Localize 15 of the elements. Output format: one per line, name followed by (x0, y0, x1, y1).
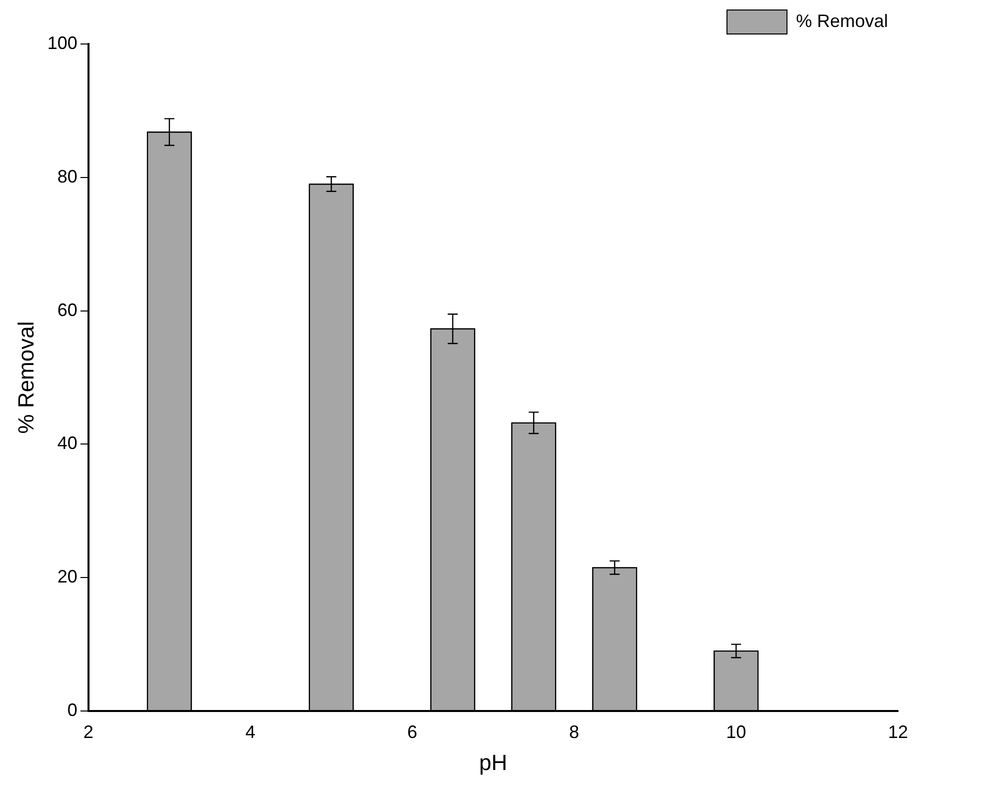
y-tick-label: 80 (57, 166, 78, 186)
y-tick-label: 100 (47, 32, 78, 53)
x-tick-label: 4 (245, 722, 256, 742)
y-tick-label: 60 (57, 300, 78, 320)
y-tick-label: 20 (57, 566, 78, 587)
x-tick-label: 8 (569, 722, 580, 742)
y-tick-label: 0 (67, 700, 78, 720)
x-tick-label: 12 (888, 722, 908, 742)
x-tick-label: 6 (407, 722, 418, 742)
x-axis-title: pH (479, 750, 508, 775)
x-tick-label: 2 (83, 722, 94, 742)
y-tick-label: 40 (57, 433, 78, 454)
legend-label: % Removal (796, 10, 888, 31)
x-tick-label: 10 (726, 722, 746, 742)
y-axis-title: % Removal (13, 321, 38, 434)
